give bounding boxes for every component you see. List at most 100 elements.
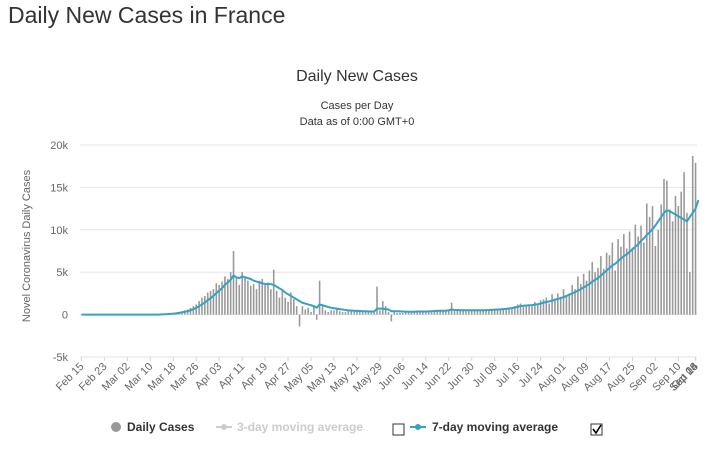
daily-cases-bar bbox=[680, 192, 682, 315]
daily-cases-bar bbox=[557, 293, 559, 314]
daily-cases-bar bbox=[279, 298, 281, 315]
legend-item-daily-cases[interactable]: Daily Cases bbox=[111, 420, 195, 434]
daily-cases-bar bbox=[310, 312, 312, 315]
daily-cases-bar bbox=[589, 271, 591, 315]
daily-cases-bar bbox=[391, 315, 393, 322]
daily-cases-bar bbox=[333, 310, 335, 314]
daily-cases-bar bbox=[399, 313, 401, 315]
daily-cases-bar bbox=[379, 310, 381, 314]
daily-cases-bar bbox=[253, 284, 255, 315]
daily-cases-bar bbox=[632, 248, 634, 315]
legend-ma3-label: 3-day moving average bbox=[237, 420, 363, 434]
daily-cases-bar bbox=[282, 291, 284, 315]
daily-cases-bar bbox=[643, 243, 645, 315]
daily-cases-bar bbox=[655, 246, 657, 315]
y-tick-label: 20k bbox=[50, 140, 68, 152]
daily-cases-bar bbox=[302, 306, 304, 314]
x-tick-label: Jul 16 bbox=[494, 361, 523, 390]
bar-series bbox=[161, 156, 696, 326]
daily-cases-bar bbox=[307, 308, 309, 315]
daily-cases-bar bbox=[646, 204, 648, 315]
daily-cases-bar bbox=[597, 268, 599, 315]
legend-ma7-checkbox[interactable] bbox=[591, 424, 602, 435]
daily-cases-bar bbox=[348, 311, 350, 314]
daily-cases-bar bbox=[319, 281, 321, 315]
daily-cases-bar bbox=[669, 209, 671, 314]
daily-cases-bar bbox=[299, 315, 301, 327]
daily-cases-bar bbox=[678, 206, 680, 315]
daily-cases-bar bbox=[233, 251, 235, 315]
chart-subtitle-line2: Data as of 0:00 GMT+0 bbox=[300, 116, 415, 128]
daily-cases-bar bbox=[540, 300, 542, 314]
y-axis-label: Novel Coronavirus Daily Cases bbox=[21, 169, 33, 322]
daily-cases-bar bbox=[663, 179, 665, 315]
daily-cases-bar bbox=[325, 310, 327, 314]
daily-cases-bar bbox=[609, 255, 611, 314]
y-tick-label: 0 bbox=[62, 310, 68, 322]
daily-cases-bar bbox=[402, 313, 404, 315]
daily-cases-bar bbox=[273, 270, 275, 315]
daily-cases-bar bbox=[612, 243, 614, 315]
daily-cases-bar bbox=[695, 163, 697, 315]
daily-cases-bar bbox=[322, 306, 324, 314]
daily-cases-bar bbox=[293, 299, 295, 314]
daily-cases-bar bbox=[537, 304, 539, 314]
daily-cases-bar bbox=[362, 312, 364, 315]
daily-cases-bar bbox=[296, 306, 298, 314]
daily-cases-bar bbox=[626, 248, 628, 314]
daily-cases-bar bbox=[304, 310, 306, 315]
y-tick-label: 5k bbox=[56, 267, 68, 279]
daily-cases-bar bbox=[247, 281, 249, 315]
daily-cases-bar bbox=[345, 312, 347, 315]
daily-cases-bar bbox=[692, 156, 694, 315]
y-tick-label: 10k bbox=[50, 225, 68, 237]
daily-cases-bar bbox=[244, 276, 246, 314]
daily-cases-bar bbox=[571, 285, 573, 315]
daily-cases-bar bbox=[583, 274, 585, 315]
daily-cases-bar bbox=[689, 272, 691, 314]
daily-cases-bar bbox=[563, 289, 565, 314]
daily-cases-bar bbox=[657, 230, 659, 315]
daily-cases-bar bbox=[652, 206, 654, 315]
daily-cases-bar bbox=[216, 283, 218, 314]
daily-cases-bar bbox=[207, 293, 209, 315]
daily-cases-bar bbox=[276, 291, 278, 315]
daily-cases-bar bbox=[393, 312, 395, 315]
y-tick-label: 15k bbox=[50, 182, 68, 194]
grid-layer bbox=[80, 145, 697, 357]
daily-cases-bar bbox=[683, 172, 685, 314]
legend-item-7day-average[interactable]: 7-day moving average bbox=[410, 420, 558, 434]
daily-cases-bar bbox=[569, 293, 571, 314]
daily-cases-bar bbox=[201, 298, 203, 315]
daily-cases-bar bbox=[353, 312, 355, 315]
daily-cases-bar bbox=[365, 312, 367, 315]
daily-cases-bar bbox=[629, 231, 631, 314]
daily-cases-bar bbox=[342, 312, 344, 315]
daily-cases-bar bbox=[224, 276, 226, 314]
daily-cases-bar bbox=[606, 253, 608, 315]
y-tick-label: -5k bbox=[53, 352, 69, 364]
daily-cases-bar bbox=[198, 301, 200, 315]
daily-cases-bar bbox=[327, 312, 329, 315]
daily-cases-bar bbox=[577, 276, 579, 314]
daily-cases-bar bbox=[330, 310, 332, 314]
daily-cases-bar bbox=[195, 304, 197, 314]
daily-cases-bar bbox=[551, 294, 553, 314]
daily-cases-bar bbox=[396, 313, 398, 315]
daily-cases-bar bbox=[339, 311, 341, 314]
daily-cases-bar bbox=[356, 312, 358, 315]
legend-item-3day-average[interactable]: 3-day moving average bbox=[216, 420, 363, 434]
daily-cases-bar bbox=[591, 262, 593, 315]
daily-cases-bar bbox=[284, 298, 286, 315]
daily-cases-bar bbox=[241, 272, 243, 314]
daily-cases-bar bbox=[256, 289, 258, 314]
daily-cases-bar bbox=[672, 221, 674, 314]
chart-title: Daily New Cases bbox=[296, 68, 418, 85]
daily-cases-bar bbox=[525, 305, 527, 314]
daily-cases-bar bbox=[204, 296, 206, 315]
legend-ma3-checkbox[interactable] bbox=[393, 424, 404, 435]
legend-daily-marker bbox=[111, 422, 121, 432]
